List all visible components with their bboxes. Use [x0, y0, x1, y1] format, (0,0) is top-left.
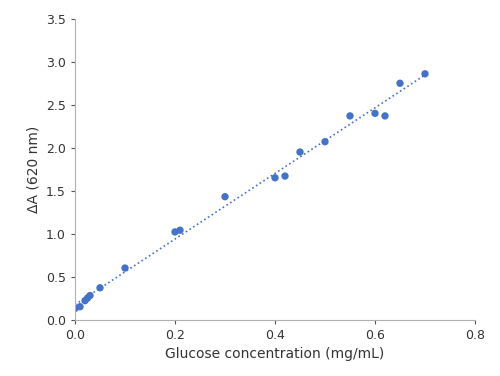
Point [381, 113, 389, 119]
Y-axis label: ΔA (620 nm): ΔA (620 nm) [26, 126, 40, 213]
Point [96, 285, 104, 291]
Point [421, 71, 429, 77]
Point [221, 194, 229, 200]
Point [71, 305, 79, 311]
Point [81, 298, 89, 304]
Point [76, 304, 84, 310]
Point [296, 149, 304, 155]
Point [84, 295, 92, 301]
Point [271, 175, 279, 181]
Point [396, 80, 404, 86]
Point [121, 265, 129, 271]
Point [86, 293, 94, 299]
Point [171, 229, 179, 235]
Point [281, 173, 289, 179]
Point [321, 139, 329, 145]
Point [371, 110, 379, 116]
X-axis label: Glucose concentration (mg/mL): Glucose concentration (mg/mL) [166, 347, 384, 361]
Point [176, 227, 184, 233]
Point [346, 113, 354, 119]
